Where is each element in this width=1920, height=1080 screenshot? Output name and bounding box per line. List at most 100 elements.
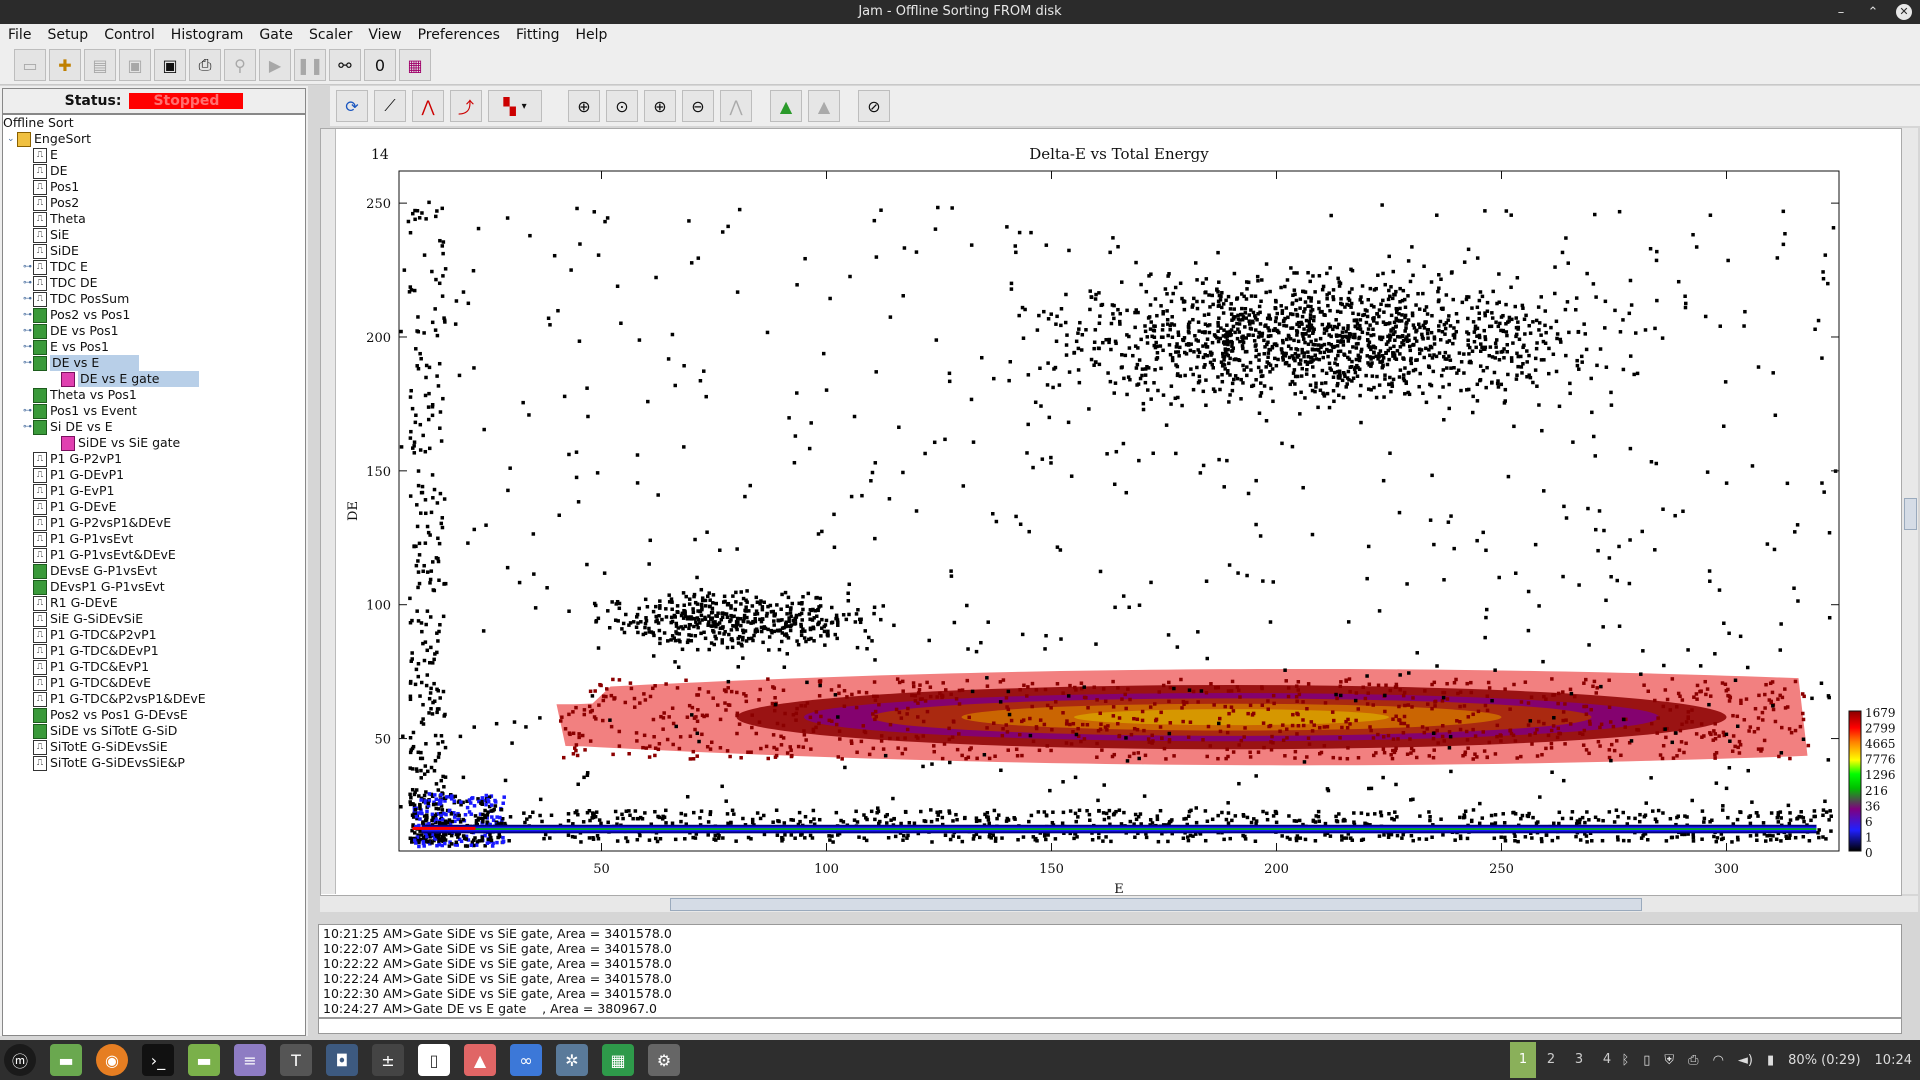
menu-histogram[interactable]: Histogram <box>170 27 244 43</box>
open-folder-icon[interactable]: ▭ <box>14 49 46 81</box>
tree-item[interactable]: ⎍ P1 G-P2vP1 <box>23 451 122 467</box>
heatmap-cell <box>1082 737 1087 741</box>
zoom-out-icon[interactable]: ⊖ <box>682 90 714 122</box>
minimize-icon[interactable]: – <box>1837 4 1845 20</box>
fit-peak-icon[interactable]: ⋀ <box>412 90 444 122</box>
gate-disabled-icon[interactable]: ▲ <box>808 90 840 122</box>
expander-icon[interactable]: ⊶ <box>23 278 32 288</box>
heatmap-cell <box>679 819 683 824</box>
tree-item[interactable]: ⎍ R1 G-DEvE <box>23 595 118 611</box>
tree-item[interactable]: ⊶ DE vs Pos1 <box>23 323 119 339</box>
plot-area[interactable]: 50 100 150 200 250 300 50 100 150 200 250 Delta-E v… <box>320 128 1902 896</box>
menu-help[interactable]: Help <box>575 27 608 43</box>
menu-gate[interactable]: Gate <box>259 27 293 43</box>
tree-item[interactable]: ⎍ SiTotE G-SiDEvsSiE <box>23 739 168 755</box>
overlay-icon[interactable]: ▚ ▾ <box>488 90 542 122</box>
save-icon[interactable]: ▣ <box>154 49 186 81</box>
gate-icon[interactable]: ▲ <box>770 90 802 122</box>
expander-icon[interactable]: ⌄ <box>7 134 15 144</box>
tree-item[interactable]: ⊶ Pos2 vs Pos1 <box>23 307 130 323</box>
expander-icon[interactable]: ⊶ <box>23 262 32 272</box>
expander-icon[interactable]: ⊶ <box>23 310 32 320</box>
tree-item[interactable]: Pos2 vs Pos1 G-DEvsE <box>23 707 188 723</box>
tree-item[interactable]: ⎍ P1 G-P2vsP1&DEvE <box>23 515 171 531</box>
tree-item[interactable]: ⊶ DE vs E <box>23 355 140 371</box>
pause-icon[interactable]: ❚❚ <box>294 49 326 81</box>
tree-item[interactable]: ⎍ Pos2 <box>23 195 79 211</box>
menu-setup[interactable]: Setup <box>47 27 89 43</box>
zoom-in-icon[interactable]: ⊕ <box>644 90 676 122</box>
tree-item[interactable]: ⎍ SiTotE G-SiDEvsSiE&P <box>23 755 185 771</box>
open-file-icon[interactable]: ✚ <box>49 49 81 81</box>
menu-file[interactable]: File <box>8 27 32 43</box>
tree-item[interactable]: ⊶ Si DE vs E <box>23 419 113 435</box>
tree-item[interactable]: ⎍ SiE G-SiDEvSiE <box>23 611 143 627</box>
expander-icon[interactable]: ⊶ <box>23 422 32 432</box>
print-icon[interactable]: ⎙ <box>189 49 221 81</box>
tree-item[interactable]: DEvsE G-P1vsEvt <box>23 563 157 579</box>
heatmap-cell <box>1243 306 1248 311</box>
tree-item[interactable]: ⊶ ⎍ TDC DE <box>23 275 98 291</box>
heatmap-cell <box>1458 704 1462 709</box>
tree-item[interactable]: ⎍ P1 G-TDC&P2vP1 <box>23 627 157 643</box>
tree-item[interactable]: Theta vs Pos1 <box>23 387 137 403</box>
tree-item[interactable]: SiDE vs SiE gate <box>51 435 180 451</box>
close-icon[interactable]: ✕ <box>1896 4 1912 20</box>
link-icon[interactable]: ⚯ <box>329 49 361 81</box>
tree-item[interactable]: ⎍ Pos1 <box>23 179 79 195</box>
tree-item[interactable]: ⎍ P1 G-EvP1 <box>23 483 114 499</box>
tree-item[interactable]: ⊶ ⎍ TDC E <box>23 259 88 275</box>
tree-item[interactable]: ⎍ DE <box>23 163 68 179</box>
tree-item[interactable]: ⎍ Theta <box>23 211 86 227</box>
tree-item[interactable]: ⎍ P1 G-P1vsEvt <box>23 531 133 547</box>
tree-item[interactable]: ⎍ P1 G-TDC&P2vsP1&DEvE <box>23 691 206 707</box>
menu-scaler[interactable]: Scaler <box>308 27 353 43</box>
reload-icon[interactable]: ▤ <box>84 49 116 81</box>
tree-item[interactable]: ⊶ Pos1 vs Event <box>23 403 137 419</box>
expander-icon[interactable]: ⊶ <box>23 294 32 304</box>
tree-item[interactable]: ⊶ ⎍ TDC PosSum <box>23 291 129 307</box>
tree-item[interactable]: ⎍ SiE <box>23 227 69 243</box>
linear-icon[interactable]: ⟋ <box>374 90 406 122</box>
heatmap-cell <box>1558 731 1563 736</box>
tree-item[interactable]: ⎍ P1 G-TDC&DEvP1 <box>23 643 159 659</box>
run-icon[interactable]: ⚲ <box>224 49 256 81</box>
expander-icon[interactable]: ⊶ <box>23 326 32 336</box>
refresh-icon[interactable]: ⟳ <box>336 90 368 122</box>
tree-item[interactable]: ⎍ P1 G-DEvE <box>23 499 116 515</box>
menu-preferences[interactable]: Preferences <box>417 27 500 43</box>
expander-icon[interactable]: ⊶ <box>23 342 32 352</box>
tree-item[interactable]: DE vs E gate <box>51 371 200 387</box>
menu-fitting[interactable]: Fitting <box>515 27 560 43</box>
tree-item[interactable]: ⊶ E vs Pos1 <box>23 339 109 355</box>
add-peak-icon[interactable]: ⤴ <box>450 90 482 122</box>
heatmap-cell <box>1398 352 1402 356</box>
tree-item[interactable]: DEvsP1 G-P1vsEvt <box>23 579 165 595</box>
expander-icon[interactable]: ⊶ <box>23 406 32 416</box>
tree-item[interactable]: ⎍ E <box>23 147 58 163</box>
tree-sort[interactable]: ⌄ EngeSort <box>7 131 91 147</box>
tree-item[interactable]: ⎍ SiDE <box>23 243 79 259</box>
scaler-icon[interactable]: ▦ <box>399 49 431 81</box>
tree-item[interactable]: ⎍ P1 G-P1vsEvt&DEvE <box>23 547 176 563</box>
play-icon[interactable]: ▶ <box>259 49 291 81</box>
tree-item[interactable]: ⎍ P1 G-TDC&EvP1 <box>23 659 149 675</box>
zoom-fit-icon[interactable]: ⊕ <box>568 90 600 122</box>
save-disabled-icon[interactable]: ▣ <box>119 49 151 81</box>
maximize-icon[interactable]: ⌃ <box>1867 4 1879 20</box>
zero-icon[interactable]: 0 <box>364 49 396 81</box>
heatmap-cell <box>489 803 494 807</box>
menu-view[interactable]: View <box>368 27 402 43</box>
tree-item[interactable]: ⎍ P1 G-TDC&DEvE <box>23 675 151 691</box>
tree-item[interactable]: SiDE vs SiTotE G-SiD <box>23 723 177 739</box>
tree-root[interactable]: Offline Sort <box>3 115 74 130</box>
auto-scale-icon[interactable]: ⋀ <box>720 90 752 122</box>
heatmap-cell <box>1307 742 1312 746</box>
menu-control[interactable]: Control <box>104 27 155 43</box>
zoom-region-icon[interactable]: ⊙ <box>606 90 638 122</box>
heatmap-cell <box>1210 340 1215 345</box>
expander-icon[interactable]: ⊶ <box>23 358 32 368</box>
tree-item[interactable]: ⎍ P1 G-DEvP1 <box>23 467 124 483</box>
cancel-icon[interactable]: ⊘ <box>858 90 890 122</box>
